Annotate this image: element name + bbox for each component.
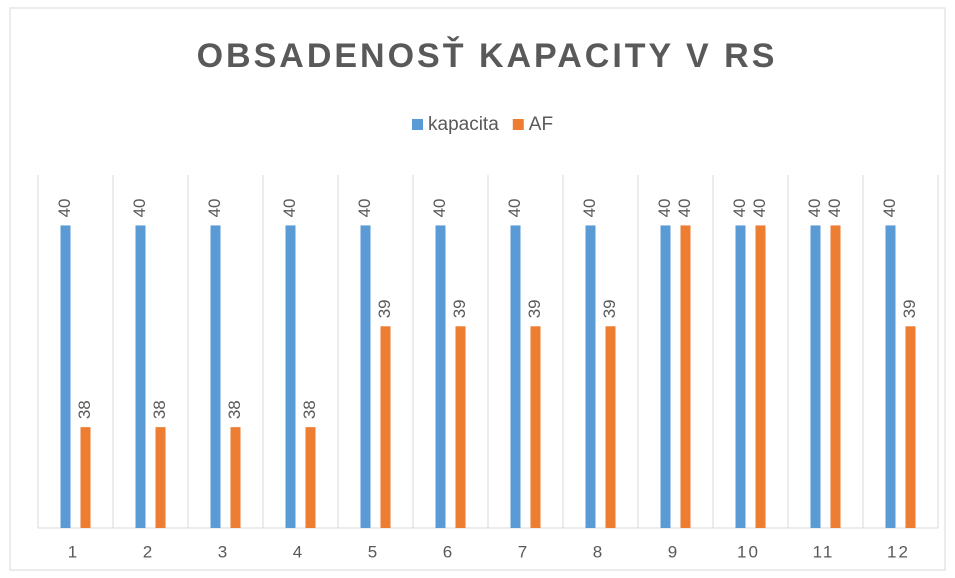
bar xyxy=(510,225,521,528)
x-tick-label: 9 xyxy=(668,542,679,561)
data-label: 39 xyxy=(525,299,544,318)
bar xyxy=(885,225,896,528)
bar xyxy=(755,225,766,528)
data-label: 40 xyxy=(675,199,694,218)
bar xyxy=(230,427,241,528)
bar xyxy=(380,326,391,528)
data-label: 40 xyxy=(355,199,374,218)
x-tick-label: 11 xyxy=(813,542,835,561)
data-label: 38 xyxy=(75,400,94,419)
bar xyxy=(810,225,821,528)
data-label: 38 xyxy=(300,400,319,419)
x-tick-label: 5 xyxy=(368,542,379,561)
data-label: 40 xyxy=(750,199,769,218)
bar xyxy=(585,225,596,528)
data-label: 39 xyxy=(375,299,394,318)
legend-label: AF xyxy=(529,114,553,135)
x-tick-label: 4 xyxy=(293,542,304,561)
x-tick-label: 1 xyxy=(68,542,79,561)
bar xyxy=(735,225,746,528)
x-tick-label: 12 xyxy=(887,542,910,561)
legend-swatch xyxy=(412,119,423,130)
bar xyxy=(905,326,916,528)
data-label: 40 xyxy=(130,199,149,218)
data-label: 40 xyxy=(430,199,449,218)
data-label: 40 xyxy=(825,199,844,218)
x-tick-label: 7 xyxy=(518,542,529,561)
bar xyxy=(605,326,616,528)
bar xyxy=(530,326,541,528)
bar xyxy=(360,225,371,528)
x-tick-label: 2 xyxy=(143,542,154,561)
x-tick-label: 6 xyxy=(443,542,454,561)
bar xyxy=(455,326,466,528)
bar xyxy=(680,225,691,528)
bar xyxy=(80,427,91,528)
data-label: 40 xyxy=(280,199,299,218)
bar xyxy=(155,427,166,528)
bar xyxy=(435,225,446,528)
bar xyxy=(135,225,146,528)
data-label: 39 xyxy=(600,299,619,318)
bar xyxy=(285,225,296,528)
data-label: 40 xyxy=(55,199,74,218)
data-label: 40 xyxy=(580,199,599,218)
legend-label: kapacita xyxy=(428,114,499,135)
bar xyxy=(830,225,841,528)
x-tick-label: 10 xyxy=(737,542,760,561)
data-label: 40 xyxy=(880,199,899,218)
data-label: 39 xyxy=(450,299,469,318)
data-label: 40 xyxy=(730,199,749,218)
data-label: 39 xyxy=(900,299,919,318)
data-label: 40 xyxy=(505,199,524,218)
data-label: 38 xyxy=(150,400,169,419)
legend-swatch xyxy=(512,119,524,130)
x-tick-label: 8 xyxy=(593,542,604,561)
data-label: 38 xyxy=(225,400,244,419)
data-label: 40 xyxy=(655,199,674,218)
data-label: 40 xyxy=(805,199,824,218)
x-tick-label: 3 xyxy=(218,542,229,561)
bar xyxy=(60,225,71,528)
bar xyxy=(210,225,221,528)
chart-border xyxy=(9,7,946,571)
chart-title: OBSADENOSŤ KAPACITY V RS xyxy=(197,37,778,75)
data-label: 40 xyxy=(205,199,224,218)
bar xyxy=(305,427,316,528)
bar xyxy=(660,225,671,528)
